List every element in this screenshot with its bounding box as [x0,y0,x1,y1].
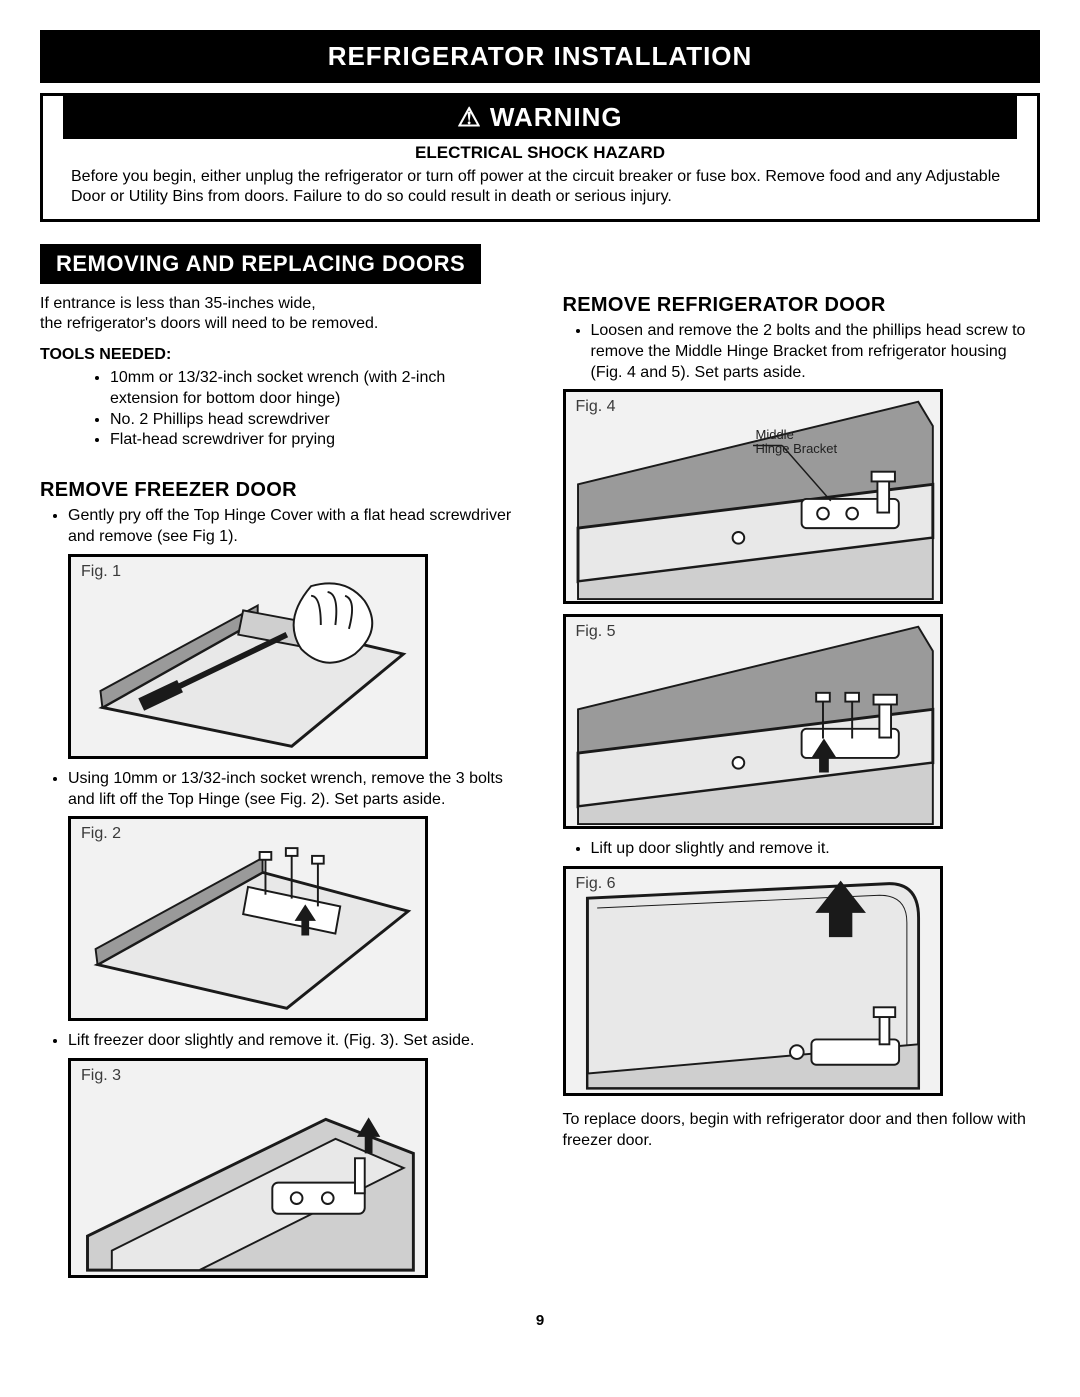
banner-title: REFRIGERATOR INSTALLATION [40,30,1040,83]
figure-label: Fig. 5 [576,623,616,641]
closing-text: To replace doors, begin with refrigerato… [563,1110,1041,1152]
figure-2-illustration [71,819,425,1018]
step-text: Using 10mm or 13/32-inch socket wrench, … [68,769,518,811]
section-banner: REMOVING AND REPLACING DOORS [40,244,481,284]
figure-5: Fig. 5 [563,614,943,829]
figure-4-illustration [566,392,940,601]
intro-line1: If entrance is less than 35-inches wide, [40,295,316,312]
step-text: Lift freezer door slightly and remove it… [68,1031,518,1052]
tool-item: Flat-head screwdriver for prying [110,430,518,451]
remove-freezer-heading: REMOVE FREEZER DOOR [40,479,518,502]
figure-label: Fig. 4 [576,398,616,416]
warning-subtitle: ELECTRICAL SHOCK HAZARD [43,143,1037,163]
remove-refrigerator-heading: REMOVE REFRIGERATOR DOOR [563,294,1041,317]
warning-box: ⚠ WARNING ELECTRICAL SHOCK HAZARD Before… [40,93,1040,222]
figure-2: Fig. 2 [68,816,428,1021]
figure-3-illustration [71,1061,425,1275]
freezer-steps: Lift freezer door slightly and remove it… [68,1031,518,1052]
left-column: If entrance is less than 35-inches wide,… [40,294,518,1288]
step-text: Loosen and remove the 2 bolts and the ph… [591,321,1041,383]
content-columns: If entrance is less than 35-inches wide,… [40,294,1040,1288]
warning-body: Before you begin, either unplug the refr… [43,163,1037,219]
step-text: Gently pry off the Top Hinge Cover with … [68,506,518,548]
hinge-label-2: Hinge Bracket [756,441,838,456]
figure-3: Fig. 3 [68,1058,428,1278]
figure-5-illustration [566,617,940,826]
figure-label: Fig. 3 [81,1067,121,1085]
step-text: Lift up door slightly and remove it. [591,839,1041,860]
intro-text: If entrance is less than 35-inches wide,… [40,294,518,334]
hinge-callout: Middle Hinge Bracket [756,428,838,455]
figure-4: Fig. 4 Middle Hinge Bracket [563,389,943,604]
tool-item: 10mm or 13/32-inch socket wrench (with 2… [110,368,518,410]
right-column: REMOVE REFRIGERATOR DOOR Loosen and remo… [563,294,1041,1288]
intro-line2: the refrigerator's doors will need to be… [40,315,378,332]
figure-1: Fig. 1 [68,554,428,759]
freezer-steps: Using 10mm or 13/32-inch socket wrench, … [68,769,518,811]
tool-item: No. 2 Phillips head screwdriver [110,410,518,431]
refrigerator-steps: Lift up door slightly and remove it. [591,839,1041,860]
figure-6: Fig. 6 [563,866,943,1096]
tools-heading: TOOLS NEEDED: [40,346,518,364]
figure-1-illustration [71,557,425,756]
figure-label: Fig. 6 [576,875,616,893]
refrigerator-steps: Loosen and remove the 2 bolts and the ph… [591,321,1041,383]
figure-label: Fig. 1 [81,563,121,581]
banner-warning: ⚠ WARNING [63,96,1017,139]
figure-6-illustration [566,869,940,1093]
tools-list: 10mm or 13/32-inch socket wrench (with 2… [110,368,518,451]
figure-label: Fig. 2 [81,825,121,843]
freezer-steps: Gently pry off the Top Hinge Cover with … [68,506,518,548]
page-number: 9 [40,1312,1040,1329]
